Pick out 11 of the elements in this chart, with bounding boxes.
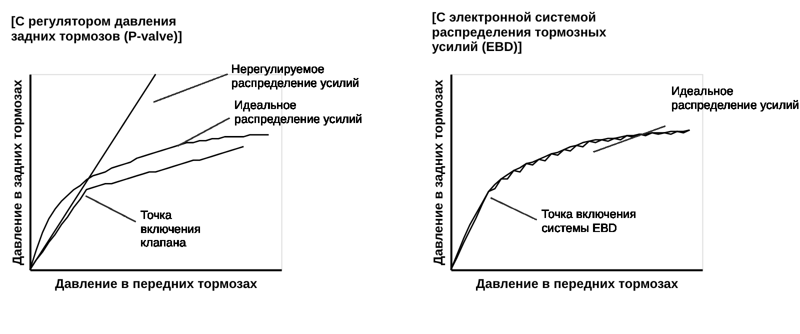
annotation: Нерегулируемое распределение усилий [231, 62, 360, 90]
annotation: Точка включения клапана [140, 208, 201, 250]
chart-title: [С электронной системой распределения тормозных усилий (EBD)] [432, 9, 608, 54]
y-axis-title: Давление в задних тормозах [9, 78, 24, 266]
x-axis-title: Давление в передних тормозах [54, 276, 258, 292]
annotation: Идеальное распределение усилий [234, 98, 362, 126]
y-axis-title: Давление в задних тормозах [430, 78, 446, 266]
chart-title: [С регулятором давления задних тормозов (P-valve)] [10, 13, 182, 44]
annotation: Точка включения системы EBD [542, 206, 636, 235]
text: Идеальное распределение усилий [671, 84, 800, 112]
x-axis-title: Давление в передних тормозах [476, 276, 679, 292]
